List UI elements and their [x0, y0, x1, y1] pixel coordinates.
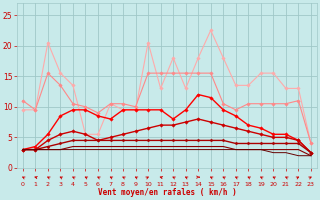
X-axis label: Vent moyen/en rafales ( km/h ): Vent moyen/en rafales ( km/h ): [98, 188, 236, 197]
